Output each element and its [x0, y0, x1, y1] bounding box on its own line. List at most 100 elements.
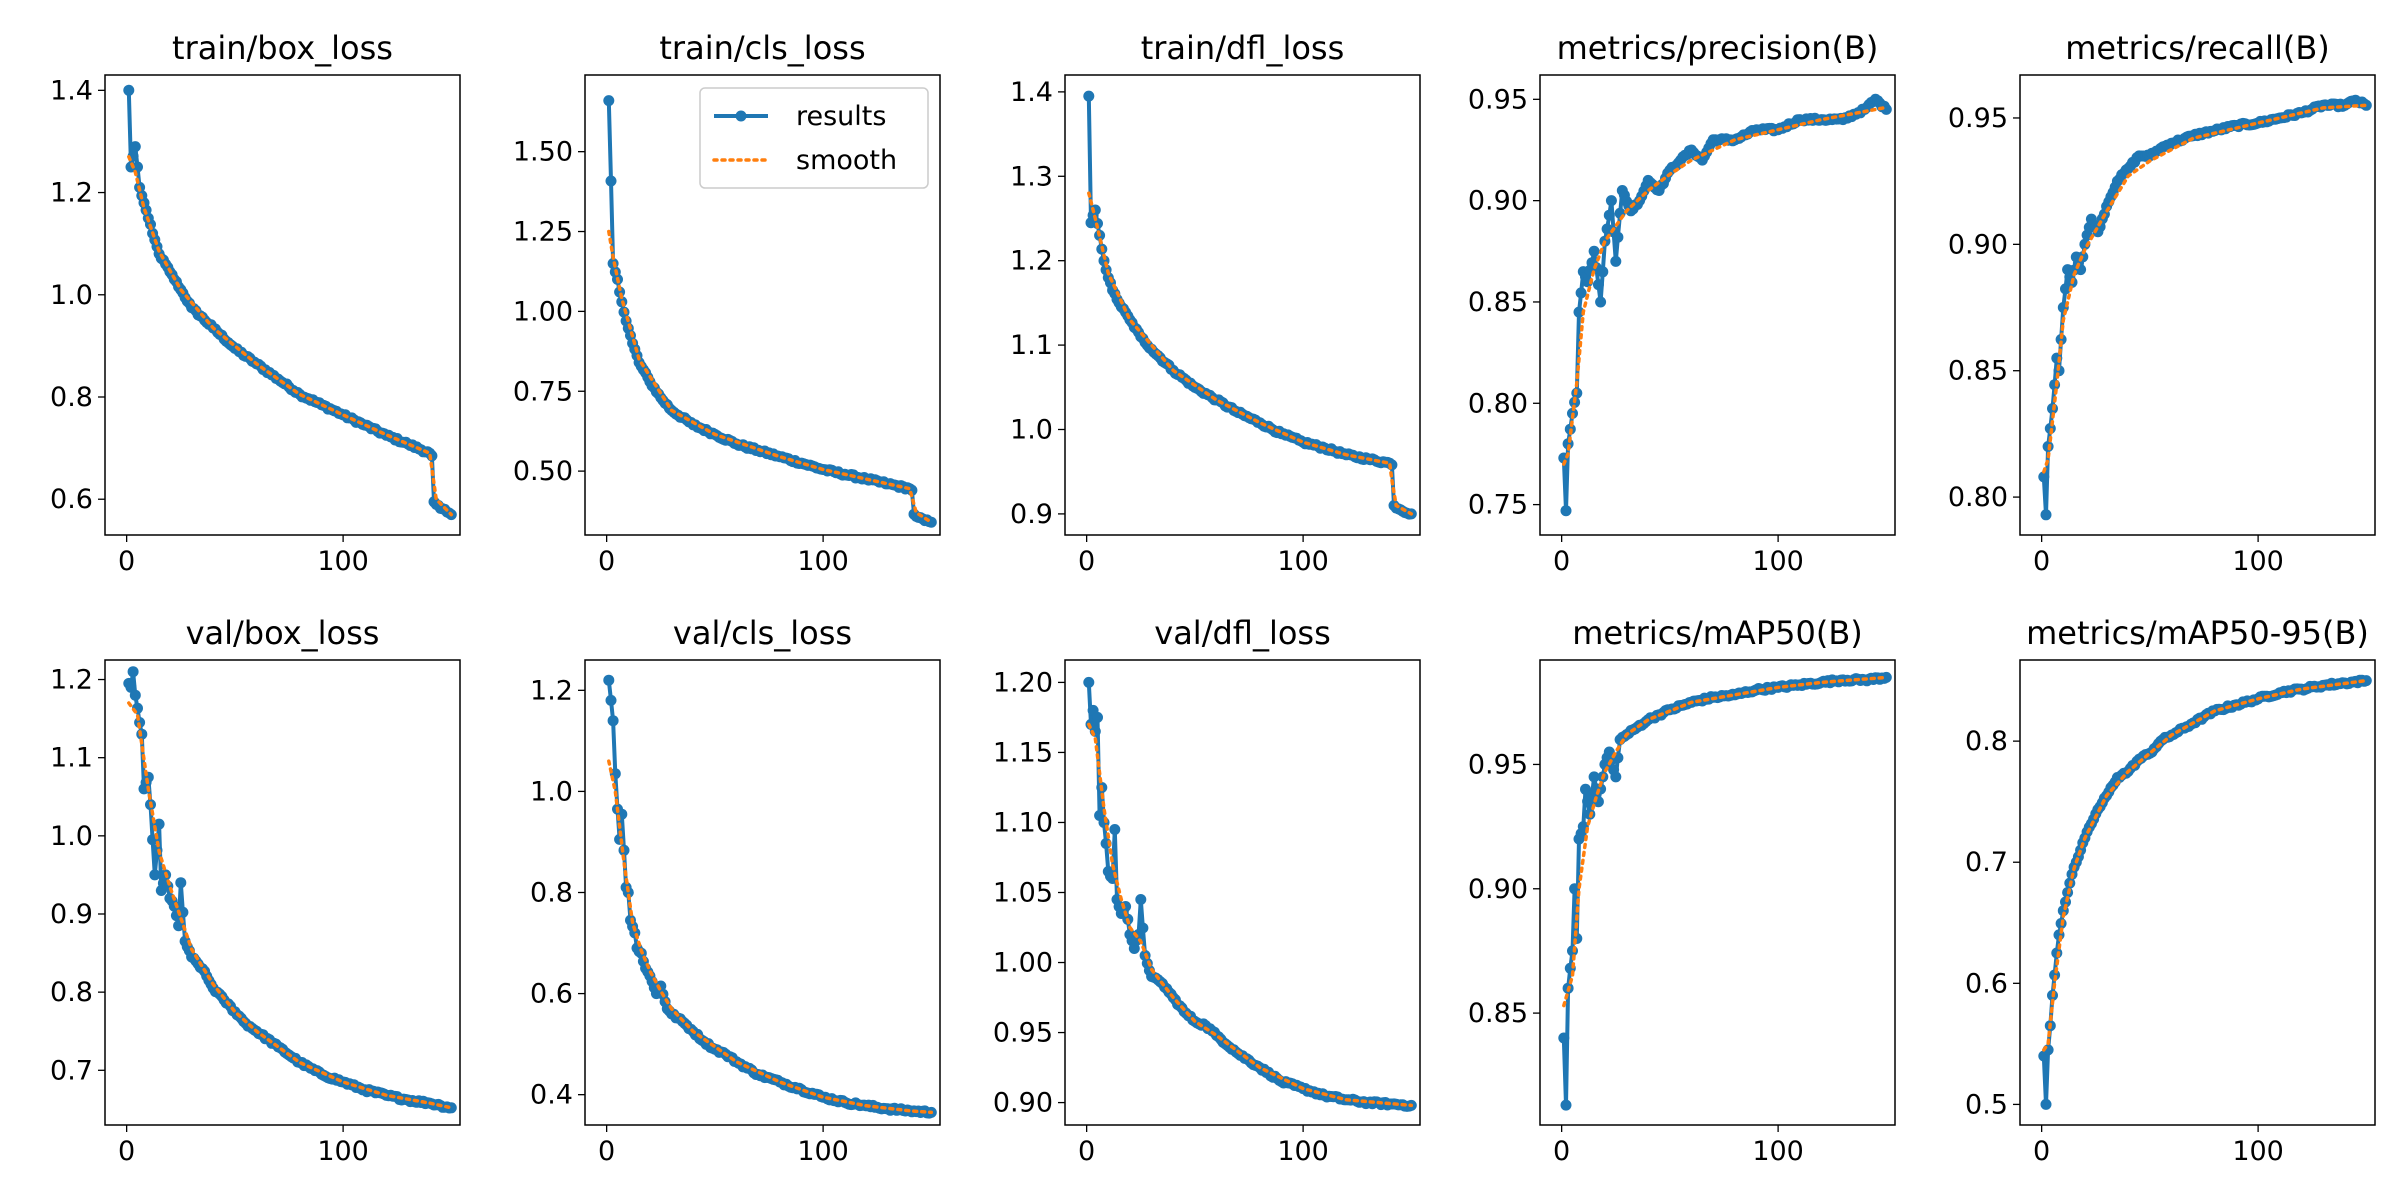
results-point [175, 877, 187, 889]
y-tick-label: 0.95 [1468, 749, 1528, 780]
y-tick-label: 0.90 [1468, 186, 1528, 217]
results-point [2049, 379, 2061, 391]
results-point [603, 674, 615, 686]
y-tick-label: 1.2 [50, 665, 93, 696]
results-point [1597, 266, 1609, 278]
chart-panel-4: metrics/precision(B) 0 100 0.75 0.80 0.85 0.90… [1468, 29, 1896, 577]
results-point [1610, 255, 1622, 267]
axes-frame [1064, 659, 1421, 1126]
results-point [1386, 459, 1398, 471]
smooth-line [607, 229, 934, 524]
results-point [127, 666, 139, 678]
y-tick-label: 0.90 [1948, 229, 2008, 260]
results-point [2360, 675, 2372, 687]
axes-frame [1539, 659, 1896, 1126]
y-tick-label: 0.75 [513, 376, 573, 407]
results-line [2041, 98, 2368, 517]
results-point [1567, 945, 1578, 957]
results-point [1083, 90, 1095, 102]
y-tick-label: 1.4 [50, 75, 93, 106]
results-line [1561, 97, 1888, 513]
results-point [1560, 505, 1572, 517]
chart-panel-10: metrics/mAP50-95(B) 0 100 0.5 0.6 0.7 0.8 [1965, 614, 2376, 1167]
results-line [127, 669, 452, 1110]
x-tick-label: 100 [1277, 1136, 1329, 1167]
legend-box [699, 87, 929, 189]
chart-title: metrics/recall(B) [2065, 29, 2330, 67]
results-point [2038, 471, 2050, 483]
smooth-line [127, 701, 454, 1110]
x-tick-label: 100 [2232, 1136, 2284, 1167]
chart-title: val/box_loss [186, 614, 380, 652]
smooth-line [1087, 191, 1414, 516]
y-tick-label: 1.0 [1010, 414, 1053, 445]
results-point [1092, 711, 1103, 723]
results-point [1137, 922, 1149, 934]
y-tick-label: 1.2 [50, 178, 93, 209]
axes-frame [104, 659, 461, 1126]
smooth-line [2042, 678, 2369, 1052]
x-tick-label: 0 [598, 1136, 615, 1167]
axes-frame [104, 74, 461, 536]
y-tick-label: 1.00 [513, 296, 573, 327]
results-point [1573, 306, 1585, 318]
results-line [2041, 678, 2367, 1107]
results-point [1880, 671, 1892, 683]
y-tick-label: 1.05 [993, 878, 1053, 909]
chart-panel-7: val/cls_loss 0 100 0.4 0.6 0.8 1.0 1.2 [530, 614, 941, 1167]
results-point [2040, 1098, 2052, 1110]
y-tick-label: 1.0 [530, 776, 573, 807]
chart-title: metrics/mAP50(B) [1572, 614, 1863, 652]
results-point [123, 84, 135, 96]
x-tick-label: 0 [1553, 546, 1570, 577]
y-tick-label: 1.20 [993, 667, 1053, 698]
y-tick-label: 0.8 [50, 382, 93, 413]
results-point [1595, 296, 1607, 308]
x-tick-label: 0 [118, 546, 135, 577]
results-point [1605, 195, 1617, 207]
x-tick-label: 100 [1752, 546, 1804, 577]
y-tick-label: 0.7 [50, 1055, 93, 1086]
y-tick-label: 0.90 [993, 1088, 1053, 1119]
y-tick-label: 0.80 [1468, 388, 1528, 419]
smooth-line [607, 759, 934, 1115]
x-tick-label: 0 [118, 1136, 135, 1167]
y-tick-label: 0.8 [530, 878, 573, 909]
x-tick-label: 100 [2232, 546, 2284, 577]
results-point [2040, 509, 2052, 521]
x-tick-label: 100 [797, 546, 849, 577]
results-point [1109, 824, 1121, 835]
axes-frame [2019, 74, 2376, 536]
results-point [607, 715, 619, 727]
results-line [126, 90, 453, 517]
chart-title: train/dfl_loss [1141, 29, 1345, 67]
y-tick-label: 0.5 [1965, 1089, 2008, 1120]
y-tick-label: 0.85 [1948, 356, 2008, 387]
x-tick-label: 0 [1078, 546, 1095, 577]
x-tick-label: 100 [317, 1136, 369, 1167]
smooth-line [1087, 722, 1414, 1108]
y-tick-label: 0.75 [1468, 490, 1528, 521]
results-point [1560, 1099, 1572, 1111]
axes-frame [1539, 74, 1896, 536]
results-point [1575, 287, 1587, 299]
smooth-line [1562, 675, 1889, 1008]
y-tick-label: 1.0 [50, 821, 93, 852]
y-tick-label: 1.2 [530, 675, 573, 706]
y-tick-label: 0.95 [1948, 103, 2008, 134]
x-tick-label: 0 [2033, 1136, 2050, 1167]
y-tick-label: 0.9 [50, 899, 93, 930]
y-tick-label: 0.7 [1965, 847, 2008, 878]
results-point [1603, 209, 1615, 221]
results-line [606, 679, 932, 1116]
legend-results-marker [735, 110, 747, 122]
chart-panel-2: train/cls_loss 0 100 0.50 0.75 1.00 1.25 1.50 re… [513, 29, 941, 577]
chart-panel-9: metrics/mAP50(B) 0 100 0.85 0.90 0.95 [1468, 614, 1896, 1167]
smooth-line [1562, 105, 1889, 466]
y-tick-label: 1.2 [1010, 246, 1053, 277]
axes-frame [584, 74, 941, 536]
x-tick-label: 0 [1553, 1136, 1570, 1167]
y-tick-label: 0.6 [530, 979, 573, 1010]
results-line [1086, 96, 1412, 517]
